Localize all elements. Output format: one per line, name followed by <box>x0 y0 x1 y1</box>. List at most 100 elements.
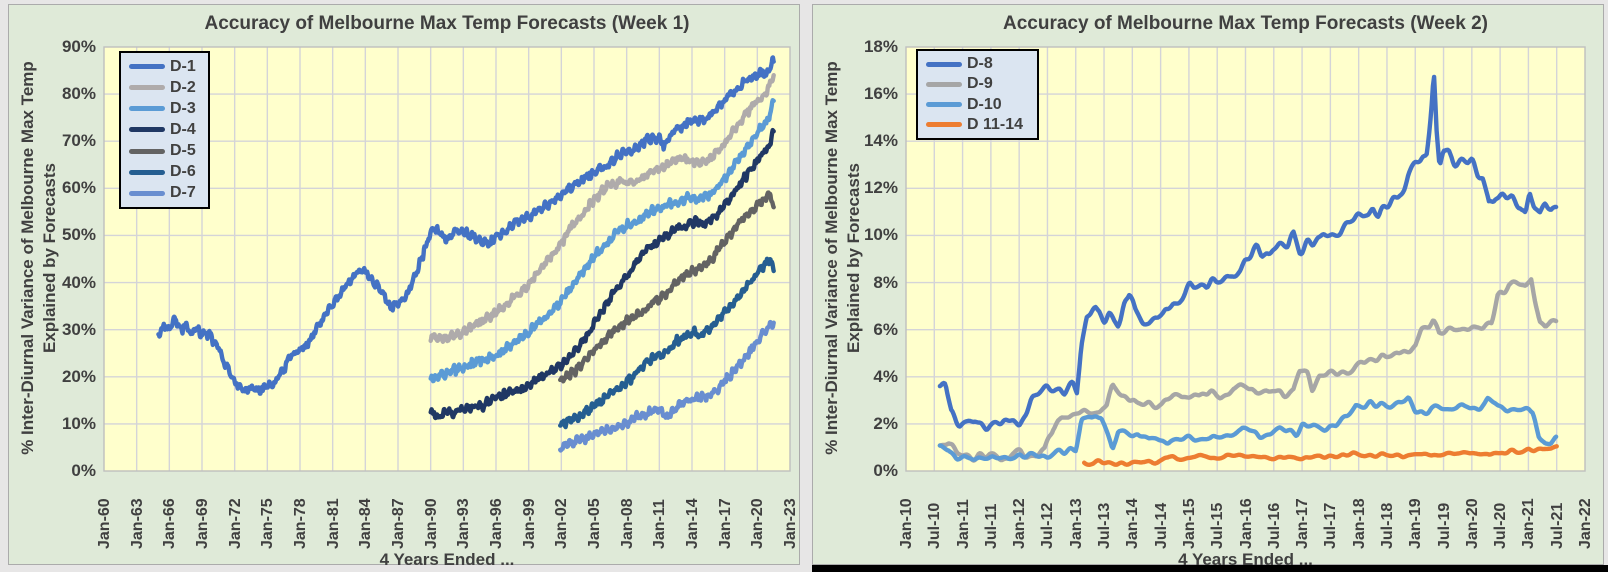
chart-title: Accuracy of Melbourne Max Temp Forecasts… <box>204 13 690 34</box>
x-tick-label: Jan-14 <box>684 498 701 549</box>
legend-item: D-9 <box>926 75 1035 93</box>
x-tick-label: Jan-11 <box>954 499 972 549</box>
x-tick-label: Jan-02 <box>553 498 571 549</box>
x-tick-label: Jan-90 <box>422 498 440 549</box>
chart-week1-panel[interactable]: Accuracy of Melbourne Max Temp Forecasts… <box>8 4 800 569</box>
x-tick-label: Jul-18 <box>1378 502 1396 549</box>
y-tick-label: 60% <box>61 178 96 198</box>
x-tick-label: Jul-16 <box>1265 502 1283 549</box>
sheet-border-black <box>812 565 1608 572</box>
x-tick-label: Jan-96 <box>488 498 505 549</box>
legend-item: D-1 <box>129 58 206 76</box>
x-tick-label: Jan-10 <box>898 498 915 549</box>
y-tick-label: 30% <box>61 319 96 339</box>
x-tick-label: Jan-87 <box>390 498 407 549</box>
x-tick-label: Jan-19 <box>1407 498 1425 549</box>
x-axis-title: 4 Years Ended ... <box>379 550 515 569</box>
y-axis-title: % Inter-Diurnal Variance of Melbourne Ma… <box>821 61 865 455</box>
chart-plot-area <box>103 46 791 472</box>
x-tick-label: Jan-11 <box>651 499 669 549</box>
y-tick-label: 18% <box>863 37 898 56</box>
x-tick-label: Jul-11 <box>982 503 1000 549</box>
x-tick-label: Jan-20 <box>749 498 767 549</box>
x-tick-label: Jan-20 <box>1463 498 1481 549</box>
x-tick-label: Jan-13 <box>1067 498 1085 549</box>
x-tick-label: Jan-66 <box>161 498 179 549</box>
x-tick-label: Jul-13 <box>1096 502 1114 549</box>
legend-line-swatch <box>129 127 165 133</box>
legend-line-swatch <box>129 106 165 112</box>
legend-item: D-4 <box>129 121 206 139</box>
legend-line-swatch <box>129 190 165 196</box>
series-D-4 <box>428 127 776 421</box>
x-tick-label: Jan-93 <box>455 498 473 549</box>
x-tick-label: Jan-99 <box>520 498 538 549</box>
y-tick-label: 0% <box>71 461 96 480</box>
x-tick-label: Jul-15 <box>1209 502 1227 549</box>
series-D-6 <box>558 256 776 430</box>
x-tick-label: Jan-60 <box>96 498 113 549</box>
legend-line-swatch <box>926 81 962 87</box>
x-tick-label: Jul-14 <box>1152 502 1170 549</box>
legend-label: D-5 <box>170 142 196 160</box>
legend-item: D-8 <box>926 55 1035 73</box>
y-tick-label: 40% <box>61 272 96 292</box>
x-tick-label: Jan-17 <box>1294 498 1312 549</box>
x-tick-label: Jan-22 <box>1577 498 1594 549</box>
legend-label: D-9 <box>967 75 993 93</box>
series-D-1 <box>156 55 776 396</box>
y-tick-label: 50% <box>61 225 96 245</box>
plot-background <box>104 47 790 471</box>
y-tick-label: 90% <box>61 37 96 56</box>
legend-line-swatch <box>129 169 165 175</box>
y-axis-title-line1: % Inter-Diurnal Variance of Melbourne Ma… <box>17 61 37 455</box>
x-tick-label: Jul-12 <box>1039 502 1057 549</box>
y-tick-label: 8% <box>873 272 898 292</box>
legend-label: D-2 <box>170 78 196 96</box>
y-tick-label: 80% <box>61 84 96 104</box>
x-tick-label: Jan-81 <box>324 498 342 549</box>
legend-label: D-1 <box>170 57 196 75</box>
x-tick-label: Jan-05 <box>586 498 603 549</box>
x-tick-label: Jan-63 <box>128 498 146 549</box>
x-tick-label: Jul-10 <box>926 502 944 549</box>
y-axis-title-line2: Explained by Forecasts <box>40 163 59 353</box>
series-D-10 <box>937 395 1559 462</box>
chart-week2-panel[interactable]: Accuracy of Melbourne Max Temp Forecasts… <box>812 4 1604 569</box>
y-tick-label: 14% <box>863 131 898 151</box>
legend-label: D-6 <box>170 163 196 181</box>
x-tick-label: Jan-18 <box>1350 498 1368 549</box>
x-tick-label: Jan-17 <box>716 498 734 549</box>
y-axis-title-line2: Explained by Forecasts <box>844 163 863 353</box>
y-tick-label: 10% <box>61 413 96 433</box>
y-axis-title: % Inter-Diurnal Variance of Melbourne Ma… <box>17 61 61 455</box>
x-tick-label: Jan-23 <box>782 498 799 549</box>
chart-title: Accuracy of Melbourne Max Temp Forecasts… <box>1002 13 1488 34</box>
x-tick-label: Jan-72 <box>226 498 244 549</box>
legend-label: D-8 <box>967 55 993 73</box>
legend-label: D-10 <box>967 95 1002 113</box>
x-tick-label: Jan-08 <box>618 498 636 549</box>
y-tick-label: 0% <box>873 461 898 480</box>
y-tick-label: 4% <box>873 366 898 386</box>
x-tick-label: Jan-84 <box>357 498 375 549</box>
legend-item: D-10 <box>926 96 1035 114</box>
x-tick-label: Jul-17 <box>1322 502 1340 549</box>
series-D-5 <box>558 190 776 384</box>
series-D-2 <box>428 72 776 344</box>
legend-label: D-3 <box>170 99 196 117</box>
y-tick-label: 10% <box>863 225 898 245</box>
x-tick-label: Jan-21 <box>1520 498 1538 549</box>
x-tick-label: Jan-16 <box>1237 498 1255 549</box>
legend[interactable]: D-8 D-9 D-10 D 11-14 <box>916 49 1039 140</box>
legend-line-swatch <box>129 64 165 70</box>
x-tick-label: Jan-14 <box>1124 498 1142 549</box>
x-tick-label: Jan-75 <box>259 498 277 549</box>
x-tick-label: Jan-12 <box>1011 498 1029 549</box>
legend-item: D-2 <box>129 79 206 97</box>
x-tick-label: Jan-15 <box>1180 498 1198 549</box>
y-tick-label: 70% <box>61 131 96 151</box>
y-tick-label: 6% <box>873 319 898 339</box>
legend[interactable]: D-1 D-2 D-3 D-4 D-5 D-6 D-7 <box>119 51 210 209</box>
